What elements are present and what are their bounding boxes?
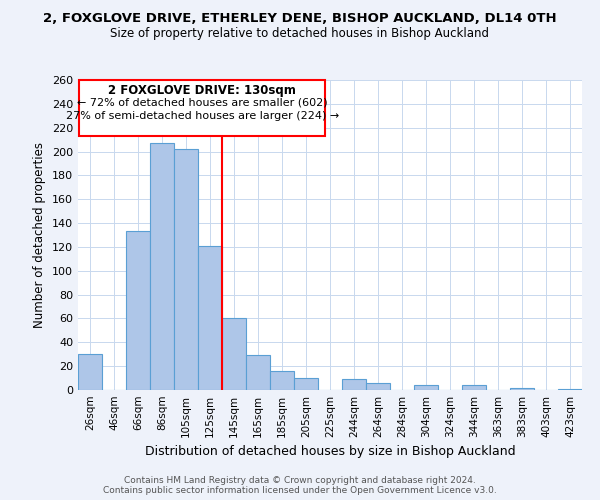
Bar	[222, 318, 246, 390]
Bar	[462, 385, 486, 390]
Bar	[78, 354, 102, 390]
Bar	[558, 389, 582, 390]
Text: 2, FOXGLOVE DRIVE, ETHERLEY DENE, BISHOP AUCKLAND, DL14 0TH: 2, FOXGLOVE DRIVE, ETHERLEY DENE, BISHOP…	[43, 12, 557, 26]
Bar	[414, 385, 438, 390]
Y-axis label: Number of detached properties: Number of detached properties	[34, 142, 46, 328]
Bar	[342, 380, 366, 390]
Bar	[366, 383, 390, 390]
Text: Contains public sector information licensed under the Open Government Licence v3: Contains public sector information licen…	[103, 486, 497, 495]
Text: 2 FOXGLOVE DRIVE: 130sqm: 2 FOXGLOVE DRIVE: 130sqm	[108, 84, 296, 97]
Bar	[246, 356, 270, 390]
Bar	[510, 388, 534, 390]
Text: ← 72% of detached houses are smaller (602): ← 72% of detached houses are smaller (60…	[77, 98, 328, 108]
Bar	[198, 246, 222, 390]
Bar	[126, 232, 150, 390]
X-axis label: Distribution of detached houses by size in Bishop Auckland: Distribution of detached houses by size …	[145, 446, 515, 458]
Bar	[150, 143, 174, 390]
Text: Size of property relative to detached houses in Bishop Auckland: Size of property relative to detached ho…	[110, 28, 490, 40]
Text: 27% of semi-detached houses are larger (224) →: 27% of semi-detached houses are larger (…	[65, 111, 339, 121]
Bar	[174, 149, 198, 390]
Bar	[294, 378, 318, 390]
Bar	[270, 371, 294, 390]
FancyBboxPatch shape	[79, 80, 325, 136]
Text: Contains HM Land Registry data © Crown copyright and database right 2024.: Contains HM Land Registry data © Crown c…	[124, 476, 476, 485]
